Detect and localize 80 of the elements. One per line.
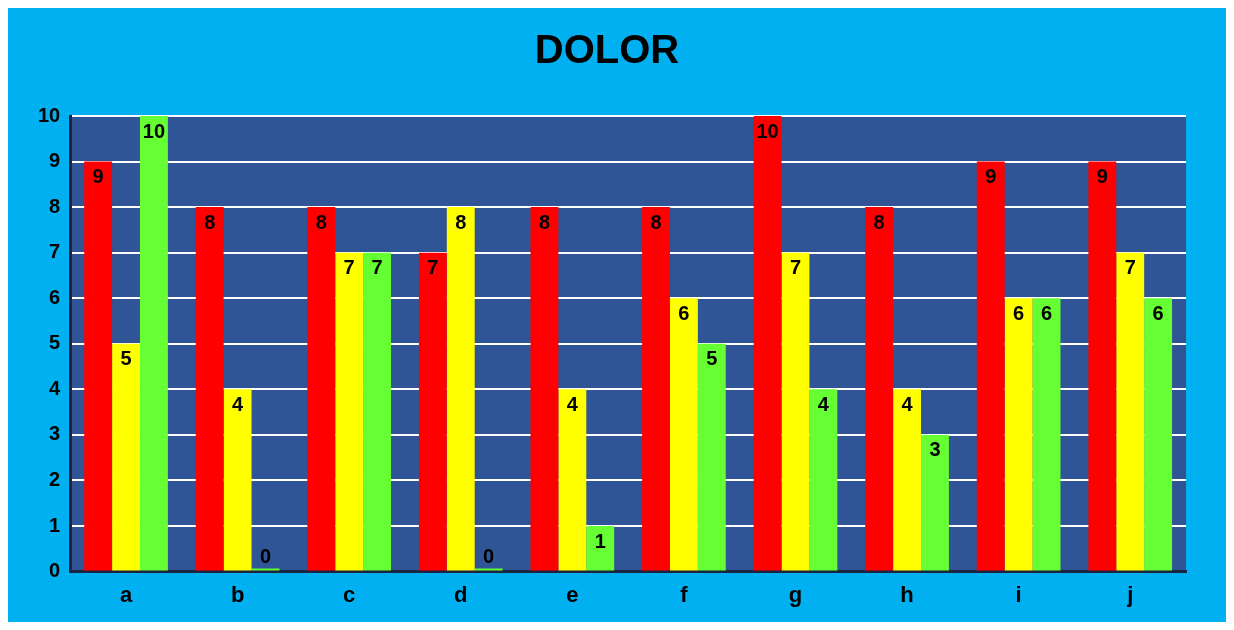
- x-tick-label: c: [343, 581, 356, 607]
- data-label: 7: [343, 256, 355, 279]
- x-tick-label: f: [680, 581, 689, 607]
- bar: [307, 207, 336, 571]
- data-label: 4: [817, 392, 830, 415]
- data-label: 4: [901, 392, 914, 415]
- bar: [530, 207, 559, 571]
- bar: [781, 252, 810, 571]
- y-tick-label: 9: [49, 149, 61, 172]
- bar: [84, 161, 113, 571]
- bar: [1116, 252, 1145, 571]
- data-label: 7: [1124, 256, 1136, 279]
- data-label: 7: [427, 256, 439, 279]
- bar: [335, 252, 364, 571]
- data-label: 10: [756, 119, 779, 142]
- bar: [642, 207, 670, 571]
- data-label: 1: [594, 529, 606, 552]
- bar: [586, 526, 615, 571]
- data-label: 5: [120, 347, 132, 370]
- data-label: 8: [538, 210, 550, 233]
- data-label: 7: [789, 256, 802, 279]
- y-tick-label: 4: [49, 376, 62, 399]
- bar: [1144, 298, 1173, 571]
- data-label: 9: [92, 165, 104, 188]
- data-label: 8: [204, 210, 216, 233]
- bar: [1004, 298, 1033, 571]
- bar: [865, 207, 894, 571]
- y-tick-label: 1: [49, 513, 61, 536]
- bar: [753, 116, 782, 571]
- data-label: 4: [232, 392, 245, 415]
- data-label: 9: [1096, 165, 1108, 188]
- data-label: 0: [259, 545, 272, 568]
- data-label: 7: [371, 256, 383, 279]
- y-tick-label: 10: [38, 103, 61, 126]
- data-label: 6: [1040, 301, 1053, 324]
- y-tick-label: 8: [49, 194, 61, 217]
- data-label: 6: [678, 301, 690, 324]
- bar: [446, 207, 475, 571]
- bar: [195, 207, 224, 571]
- data-label: 9: [985, 165, 997, 188]
- y-tick-label: 0: [49, 559, 61, 582]
- chart-title: DOLOR: [534, 27, 680, 72]
- data-label: 3: [929, 438, 941, 461]
- bar: [1032, 298, 1061, 571]
- x-tick-label: b: [230, 581, 245, 607]
- data-label: 5: [706, 347, 718, 370]
- y-tick-label: 5: [49, 331, 61, 354]
- data-label: 8: [873, 210, 885, 233]
- y-tick-label: 7: [49, 240, 61, 263]
- y-tick-label: 2: [49, 468, 61, 490]
- x-tick-label: h: [900, 581, 914, 607]
- bar: [921, 434, 949, 571]
- data-label: 8: [315, 210, 327, 233]
- bar: [418, 252, 447, 571]
- bar: [669, 298, 698, 571]
- bar: [112, 343, 140, 571]
- data-label: 8: [455, 210, 467, 233]
- data-label: 8: [650, 210, 662, 233]
- x-tick-label: g: [788, 581, 803, 607]
- x-tick-label: e: [566, 581, 579, 607]
- data-label: 10: [142, 119, 166, 142]
- bar: [558, 389, 587, 571]
- bar: [139, 116, 168, 571]
- x-tick-label: d: [454, 581, 468, 607]
- data-label: 4: [566, 392, 579, 415]
- x-tick-label: j: [1126, 581, 1134, 607]
- y-tick-label: 6: [49, 285, 61, 308]
- bar: [223, 389, 252, 571]
- data-label: 0: [483, 545, 495, 568]
- data-label: 6: [1013, 301, 1025, 324]
- x-tick-label: a: [119, 581, 133, 607]
- bar: [809, 389, 838, 571]
- bar: [363, 252, 392, 571]
- x-tick-label: i: [1015, 581, 1022, 607]
- data-label: 6: [1152, 301, 1164, 324]
- bar: [893, 389, 922, 571]
- bar: [1088, 161, 1117, 571]
- bar: [697, 343, 726, 571]
- y-tick-label: 3: [49, 422, 61, 445]
- bar: [976, 161, 1005, 571]
